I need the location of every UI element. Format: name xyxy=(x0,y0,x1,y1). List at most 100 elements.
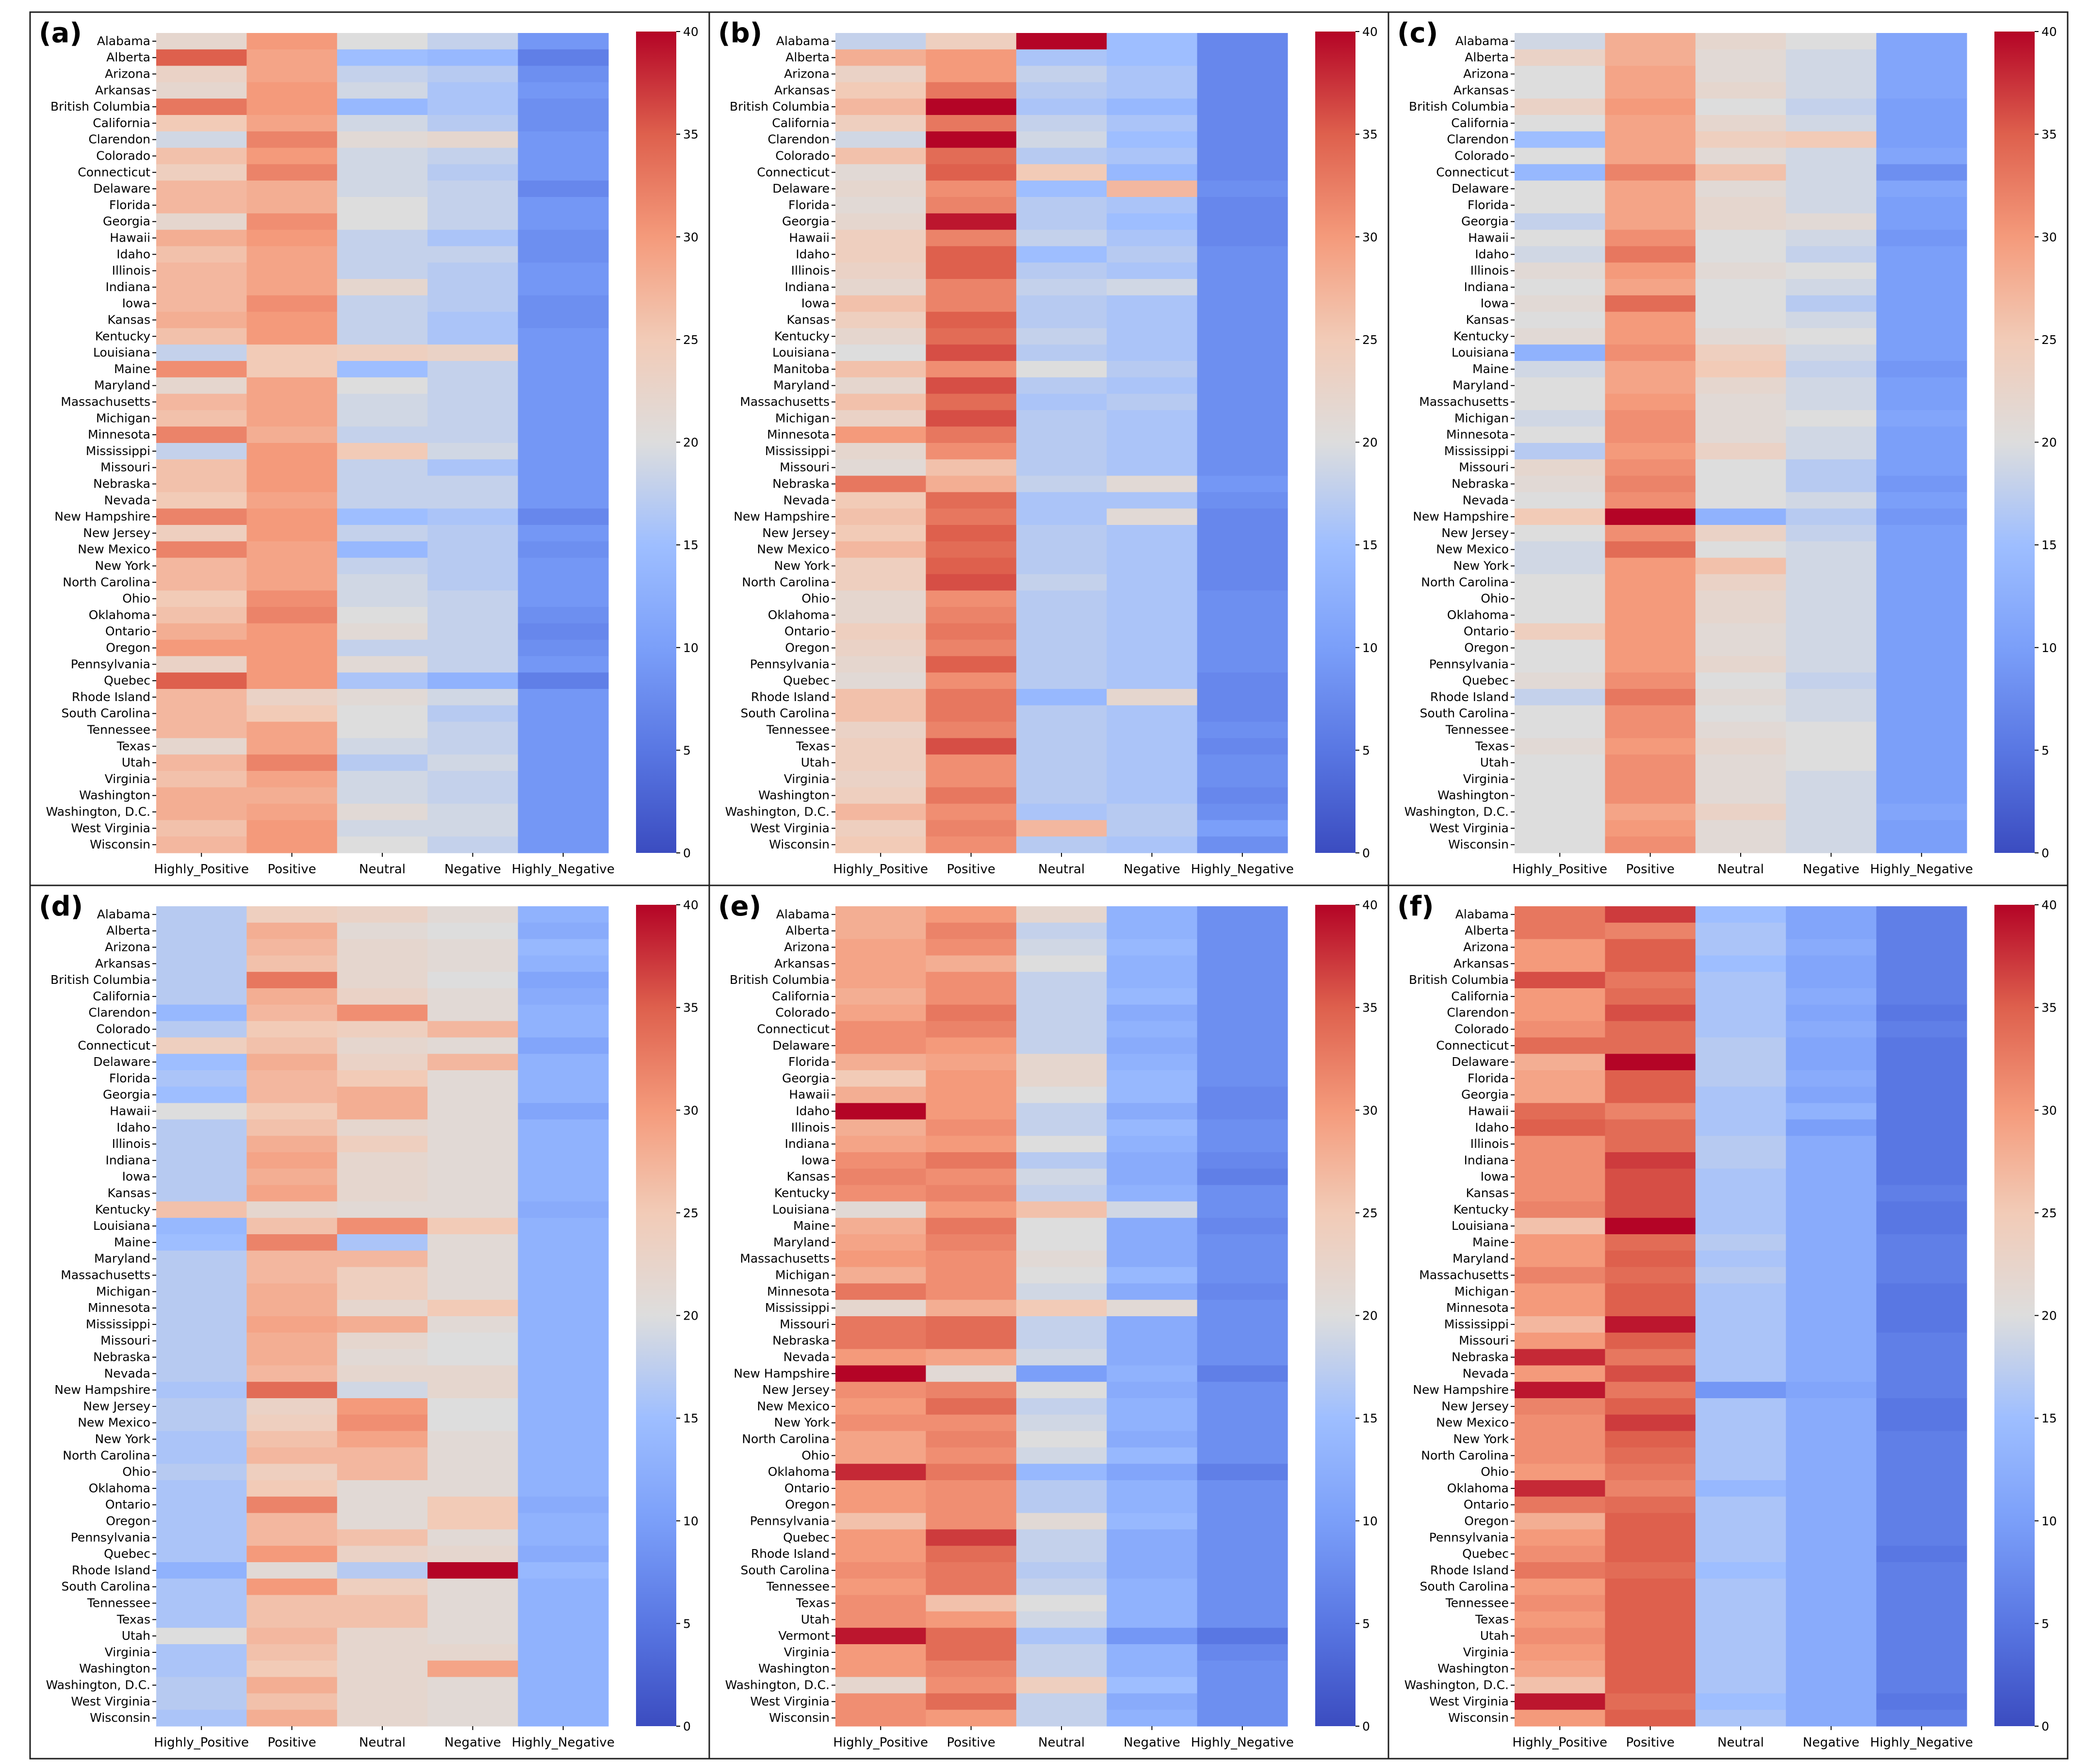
heatmap-cell-negative xyxy=(427,656,519,673)
heatmap-cell-positive xyxy=(926,1021,1017,1038)
heatmap-cell-highly-negative xyxy=(518,1398,609,1415)
heatmap-cell-highly-negative xyxy=(1197,590,1288,607)
heatmap-cell-highly-positive xyxy=(156,1152,247,1169)
heatmap-cell-highly-positive xyxy=(156,1004,247,1022)
heatmap-cell-neutral xyxy=(337,98,428,115)
heatmap-cell-negative xyxy=(1786,1628,1877,1645)
heatmap-cell-highly-negative xyxy=(1197,197,1288,214)
heatmap-cell-negative xyxy=(1107,1349,1198,1366)
row-label: British Columbia xyxy=(1409,99,1509,114)
colorbar-tick-label: 25 xyxy=(683,333,699,347)
heatmap-cell-neutral xyxy=(1695,1201,1786,1218)
heatmap-cell-highly-negative xyxy=(518,1119,609,1136)
row-label: Nebraska xyxy=(93,477,150,491)
heatmap-cell-highly-negative xyxy=(518,738,609,755)
row-label: Pennsylvania xyxy=(1429,657,1509,671)
heatmap-cell-positive xyxy=(246,525,338,542)
row-label: West Virginia xyxy=(1429,821,1509,835)
heatmap-cell-neutral xyxy=(1695,1250,1786,1268)
heatmap-cell-highly-positive xyxy=(1515,459,1605,476)
heatmap-cell-highly-negative xyxy=(1197,574,1288,591)
heatmap-cell-highly-negative xyxy=(1197,1283,1288,1300)
heatmap-cell-highly-positive xyxy=(156,1037,247,1054)
heatmap-cell-highly-negative xyxy=(1876,939,1967,956)
row-label: Oklahoma xyxy=(89,1481,150,1495)
heatmap-cell-positive xyxy=(926,1283,1017,1300)
row-label: New Jersey xyxy=(1441,1399,1509,1413)
heatmap-cell-highly-positive xyxy=(156,1628,247,1645)
heatmap-cell-negative xyxy=(1107,754,1198,771)
heatmap-cell-highly-positive xyxy=(156,115,247,132)
heatmap-cell-positive xyxy=(1605,1004,1696,1022)
heatmap-cell-neutral xyxy=(337,1168,428,1186)
heatmap-cell-highly-negative xyxy=(1876,426,1967,443)
heatmap-cell-neutral xyxy=(337,988,428,1005)
heatmap-cell-highly-negative xyxy=(1876,229,1967,246)
heatmap-cell-neutral xyxy=(1016,836,1107,853)
heatmap-cell-highly-positive xyxy=(1515,1464,1605,1481)
heatmap-cell-negative xyxy=(1786,1250,1877,1268)
heatmap-cell-highly-positive xyxy=(1515,1283,1605,1300)
heatmap-cell-positive xyxy=(246,49,338,66)
heatmap-cell-highly-negative xyxy=(518,459,609,476)
heatmap-cell-neutral xyxy=(1695,1447,1786,1464)
heatmap-cell-highly-negative xyxy=(518,607,609,624)
heatmap-cell-negative xyxy=(1786,131,1877,148)
colorbar xyxy=(1315,905,1355,1726)
heatmap-cell-highly-negative xyxy=(1876,1398,1967,1415)
heatmap-cell-negative xyxy=(427,1677,519,1694)
heatmap-cell-highly-positive xyxy=(1515,1316,1605,1333)
heatmap-cell-neutral xyxy=(1016,754,1107,771)
row-label: Arkansas xyxy=(95,83,150,97)
heatmap-cell-highly-negative xyxy=(1876,1201,1967,1218)
heatmap-cell-highly-negative xyxy=(518,705,609,722)
heatmap-cell-negative xyxy=(1107,1152,1198,1169)
row-label: Arizona xyxy=(105,940,150,954)
heatmap-cell-highly-positive xyxy=(835,1250,926,1268)
heatmap-cell-highly-positive xyxy=(156,82,247,99)
column-label-negative: Negative xyxy=(1124,1735,1180,1750)
colorbar-tick-label: 30 xyxy=(683,1103,699,1117)
heatmap-cell-positive xyxy=(1605,49,1696,66)
heatmap-cell-positive xyxy=(926,246,1017,263)
heatmap-cell-negative xyxy=(427,607,519,624)
row-label: Arkansas xyxy=(95,956,150,970)
heatmap-cell-positive xyxy=(246,1004,338,1022)
heatmap-cell-positive xyxy=(1605,1250,1696,1268)
row-label: Maryland xyxy=(773,1235,830,1249)
heatmap-cell-positive xyxy=(246,475,338,492)
heatmap-cell-highly-positive xyxy=(156,689,247,706)
heatmap-cell-neutral xyxy=(1016,1693,1107,1710)
heatmap-cell-positive xyxy=(1605,311,1696,328)
heatmap-cell-negative xyxy=(1107,1628,1198,1645)
heatmap-cell-neutral xyxy=(1695,787,1786,804)
heatmap-cell-highly-negative xyxy=(518,1382,609,1399)
heatmap-cell-neutral xyxy=(1695,377,1786,394)
heatmap-cell-positive xyxy=(246,955,338,972)
heatmap-cell-highly-negative xyxy=(1197,1021,1288,1038)
row-label: Vermont xyxy=(778,1629,830,1643)
heatmap-cell-negative xyxy=(1107,246,1198,263)
row-label: Delaware xyxy=(1452,181,1509,196)
heatmap-cell-highly-negative xyxy=(1876,787,1967,804)
heatmap-cell-highly-negative xyxy=(1197,1677,1288,1694)
row-label: Georgia xyxy=(1461,214,1509,229)
heatmap-cell-highly-positive xyxy=(1515,1201,1605,1218)
column-label-neutral: Neutral xyxy=(1717,862,1764,877)
heatmap-cell-neutral xyxy=(1016,1119,1107,1136)
heatmap-cell-positive xyxy=(1605,1054,1696,1071)
heatmap-cell-neutral xyxy=(1016,213,1107,230)
heatmap-cell-neutral xyxy=(1695,607,1786,624)
heatmap-cell-negative xyxy=(1107,656,1198,673)
heatmap-cell-positive xyxy=(1605,803,1696,820)
row-label: Ontario xyxy=(105,624,150,638)
heatmap-cell-highly-positive xyxy=(156,49,247,66)
heatmap-cell-negative xyxy=(427,82,519,99)
heatmap-cell-negative xyxy=(1107,1004,1198,1022)
heatmap-cell-neutral xyxy=(1695,197,1786,214)
heatmap-cell-highly-positive xyxy=(156,1611,247,1628)
row-label: Utah xyxy=(1480,755,1509,769)
heatmap-cell-highly-negative xyxy=(518,1464,609,1481)
heatmap-cell-positive xyxy=(246,1283,338,1300)
heatmap-cell-neutral xyxy=(1695,1398,1786,1415)
